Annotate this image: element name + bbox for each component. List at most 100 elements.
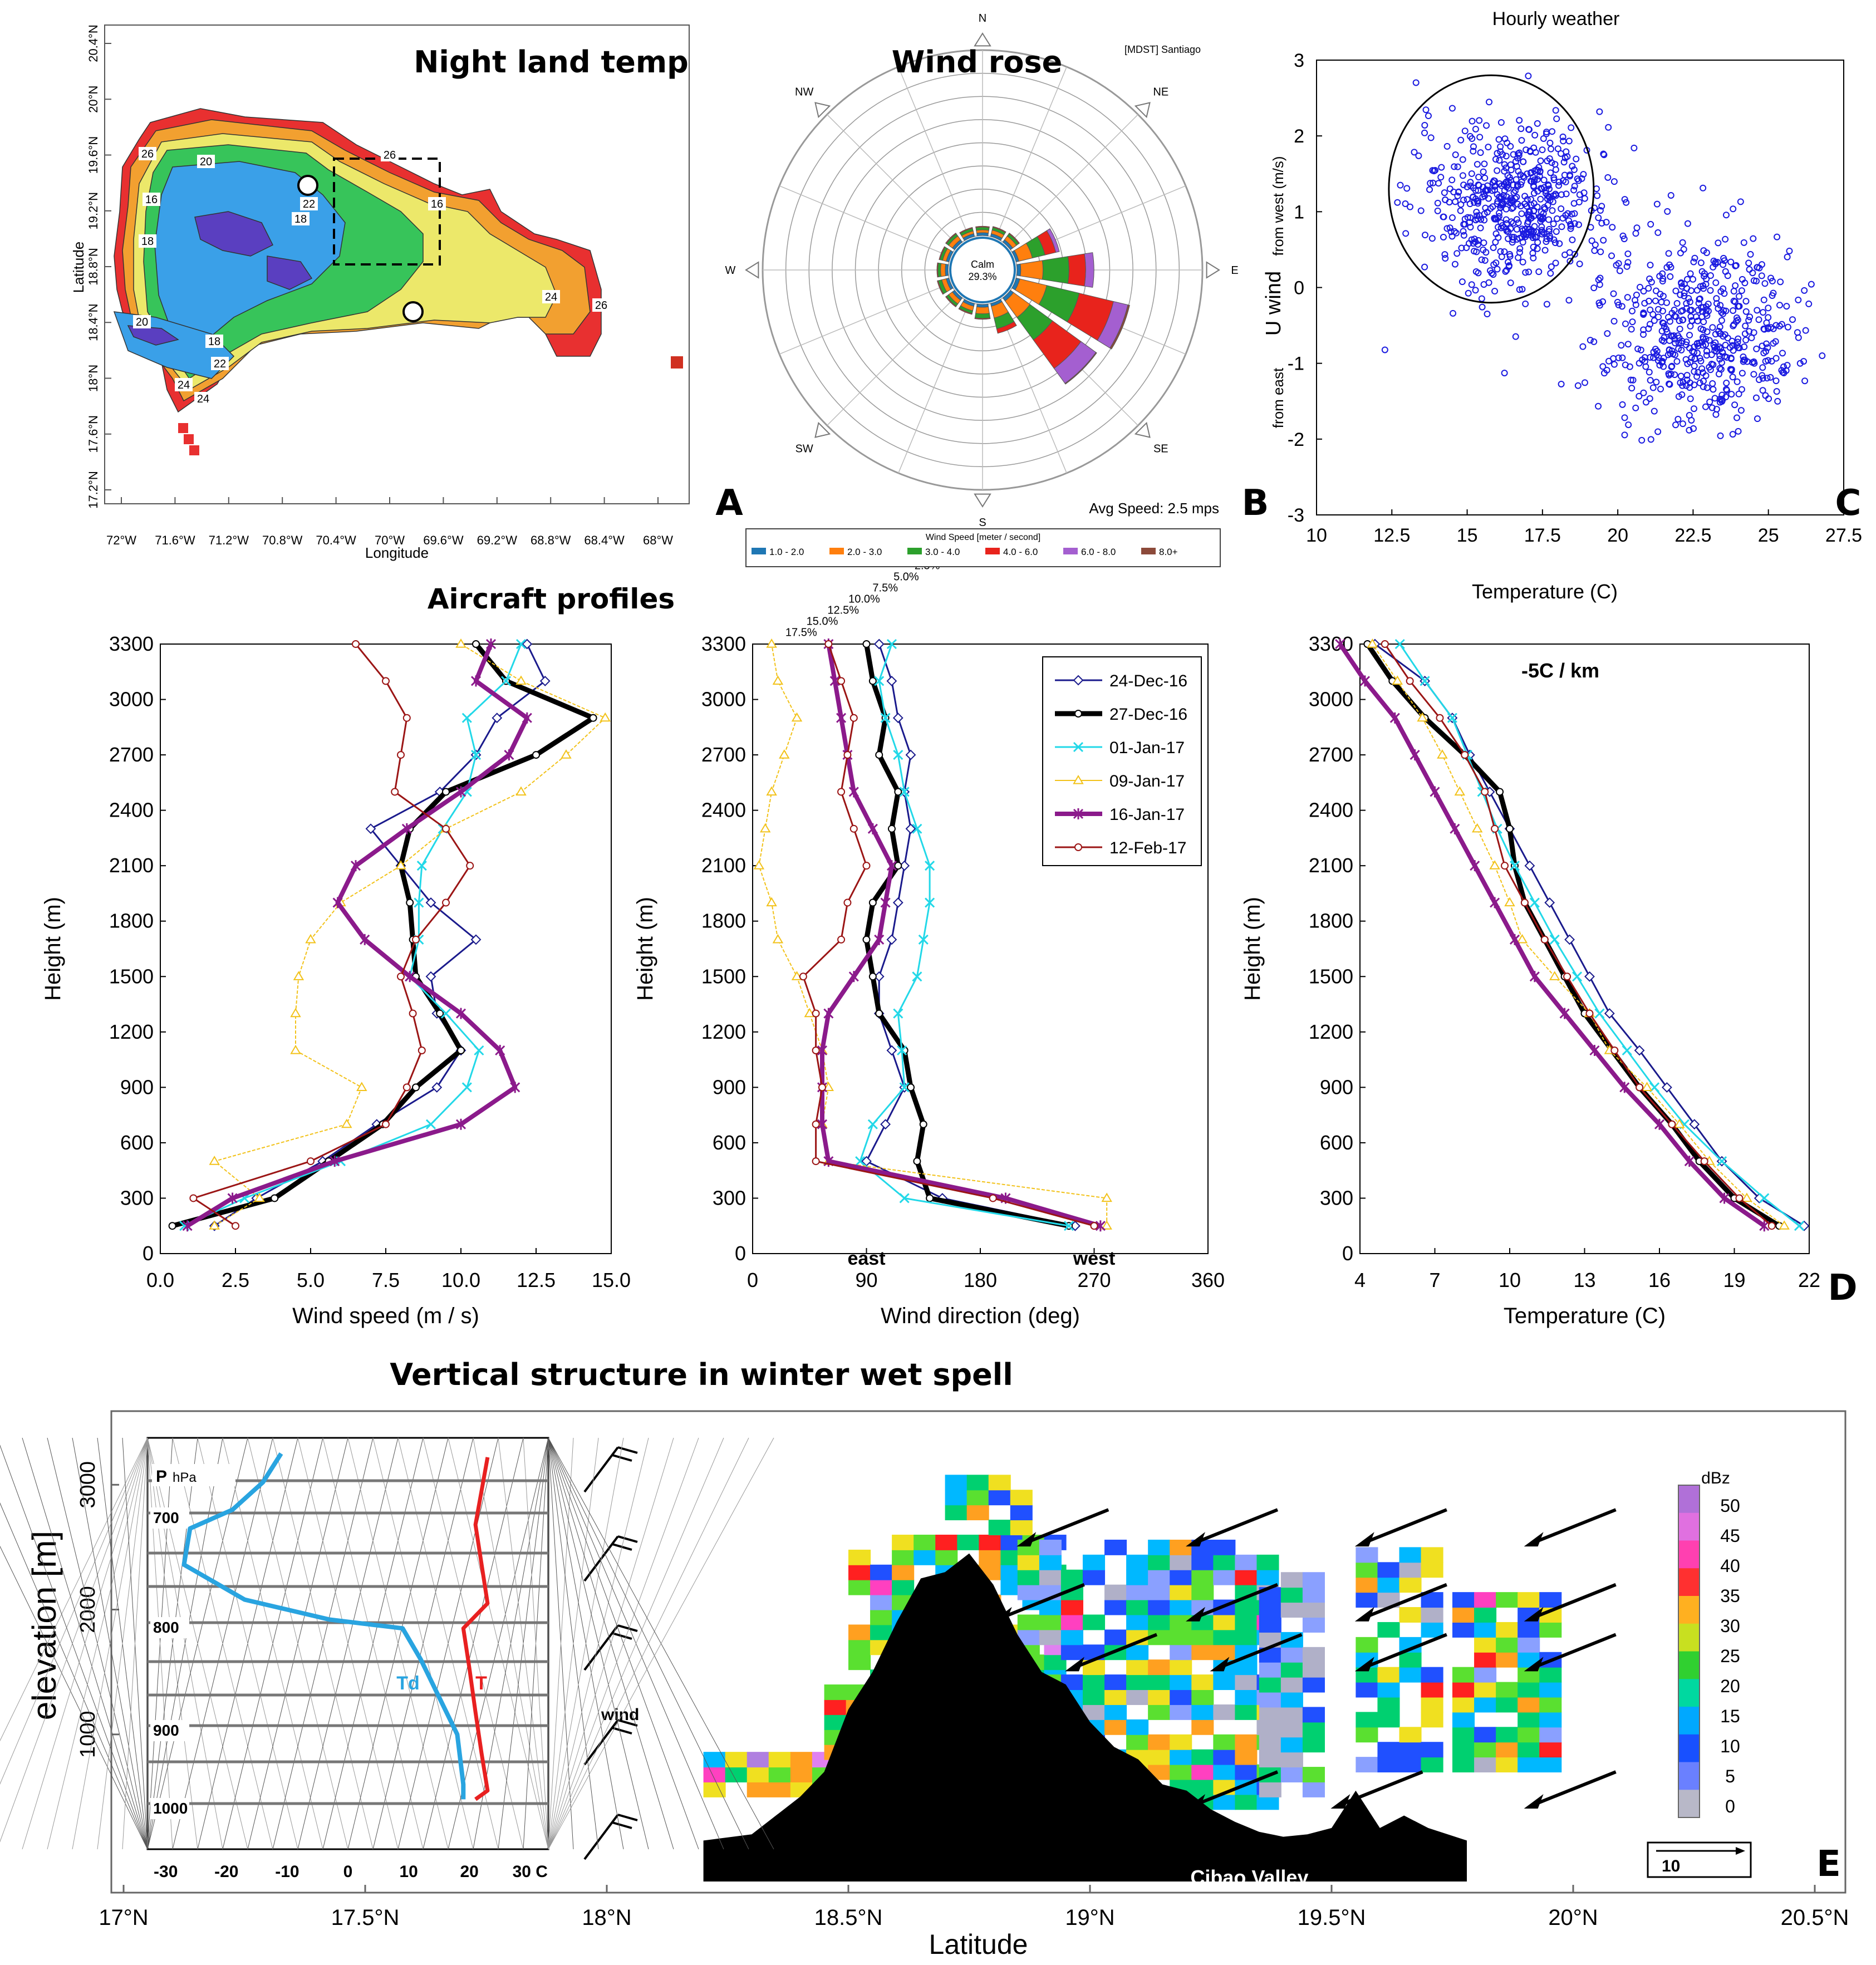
scatter-point <box>1676 325 1683 332</box>
radar-cell <box>1496 1622 1519 1638</box>
wind-label: wind <box>601 1706 639 1724</box>
profile-marker <box>886 934 897 945</box>
profile-marker <box>913 1157 921 1166</box>
profile-marker <box>515 786 527 796</box>
profile-marker <box>1529 971 1540 982</box>
scatter-point <box>1530 243 1537 250</box>
radar-cell <box>1235 1734 1258 1750</box>
scatter-point <box>1556 240 1563 247</box>
station-marker <box>402 301 424 322</box>
radar-cell <box>1280 1722 1303 1738</box>
scatter-point <box>1713 295 1720 302</box>
scatter-point <box>1542 187 1549 194</box>
profile-y-tick-label: 300 <box>713 1186 746 1209</box>
radar-cell <box>1017 1584 1040 1600</box>
scatter-point <box>1696 355 1703 362</box>
scatter-point <box>1687 270 1694 277</box>
scatter-point <box>1706 399 1713 406</box>
profile-y-tick-label: 0 <box>735 1242 746 1265</box>
radar-cell <box>1235 1569 1258 1585</box>
scatter-point <box>1448 105 1456 112</box>
scatter-point <box>1619 401 1626 408</box>
contour-label-box <box>133 315 151 328</box>
radar-cell <box>1170 1704 1192 1720</box>
scatter-point <box>1759 387 1766 394</box>
windrose-spoke <box>995 66 1067 239</box>
radar-cell <box>1104 1719 1127 1735</box>
profile-marker <box>766 897 777 907</box>
scatter-point <box>1402 230 1410 237</box>
scatter-point <box>1694 350 1701 357</box>
legend-date: 09-Jan-17 <box>1109 772 1185 790</box>
scatter-point <box>1501 135 1509 143</box>
scatter-point <box>1663 264 1671 271</box>
td-label: Td <box>396 1673 420 1694</box>
radar-cell <box>1539 1682 1562 1698</box>
scatter-point <box>1519 258 1526 266</box>
radar-cell <box>1010 1505 1033 1521</box>
windrose-petal-segment <box>1016 263 1022 277</box>
colorbar-tick-label: 35 <box>1720 1586 1740 1606</box>
profile-x-tick-label: 13 <box>1573 1269 1595 1291</box>
scatter-point <box>1696 379 1703 386</box>
map-x-tick-label: 72°W <box>106 533 136 547</box>
scatter-point <box>1487 267 1494 274</box>
scatter-point <box>1678 280 1685 287</box>
adiabat-line <box>0 1437 148 1742</box>
scatter-point <box>1459 172 1466 179</box>
scatter-point <box>1774 397 1781 405</box>
profile-marker <box>989 1194 997 1202</box>
legend-swatch <box>1141 548 1156 554</box>
scatter-point <box>1411 149 1418 156</box>
profile-marker <box>232 1222 239 1230</box>
scatter-point <box>1739 276 1746 283</box>
radar-cell <box>1126 1734 1149 1750</box>
radar-cell <box>1126 1719 1149 1735</box>
profile-y-tick-label: 1800 <box>109 910 154 932</box>
map-y-tick-label: 18.8°N <box>86 248 100 286</box>
profile-marker <box>1420 676 1430 686</box>
scatter-point <box>1594 192 1601 199</box>
scatter-point <box>1678 391 1686 398</box>
scatter-point <box>1645 325 1652 332</box>
scatter-point <box>1734 316 1741 323</box>
profile-marker <box>823 1008 834 1019</box>
radar-cell <box>1259 1602 1281 1618</box>
adiabat-line <box>122 1437 148 1850</box>
scatter-point <box>1715 370 1722 377</box>
scatter-point <box>1529 174 1536 181</box>
radar-cell <box>1496 1727 1519 1743</box>
scatter-point <box>1417 207 1425 214</box>
scatter-point <box>1448 214 1456 222</box>
scatter-point <box>1758 272 1765 279</box>
contour-label: 18 <box>208 336 220 348</box>
radar-cell <box>1474 1727 1497 1743</box>
radar-cell <box>768 1752 791 1768</box>
scatter-point <box>1477 149 1484 156</box>
radar-cell <box>1302 1767 1325 1782</box>
scatter-point <box>1567 225 1574 232</box>
scatter-point <box>1503 193 1510 200</box>
windrose-petal-segment <box>945 263 949 277</box>
radar-cell <box>1280 1647 1303 1663</box>
section-x-tick-label: 20.5°N <box>1781 1905 1849 1930</box>
scatter-point <box>1653 200 1661 208</box>
section-x-tick-label: 18°N <box>582 1905 631 1930</box>
profile-marker <box>848 971 859 982</box>
scatter-y-tick-label: 2 <box>1294 126 1304 147</box>
wind-barb-flag <box>612 1821 632 1829</box>
scatter-point <box>1628 385 1636 392</box>
profile-marker <box>912 823 922 834</box>
profile-marker <box>1741 1192 1752 1202</box>
profile-y-tick-label: 600 <box>120 1131 154 1154</box>
section-x-tick-label: 19.5°N <box>1298 1905 1366 1930</box>
scatter-point <box>1753 345 1760 352</box>
scatter-point <box>1759 375 1766 382</box>
scatter-point <box>1681 289 1688 297</box>
radar-cell <box>1017 1614 1040 1630</box>
pressure-label-bg <box>152 1464 235 1486</box>
scatter-point <box>1784 362 1791 369</box>
radar-cell <box>1280 1692 1303 1708</box>
scatter-point <box>1629 376 1637 384</box>
scatter-point <box>1659 293 1667 300</box>
